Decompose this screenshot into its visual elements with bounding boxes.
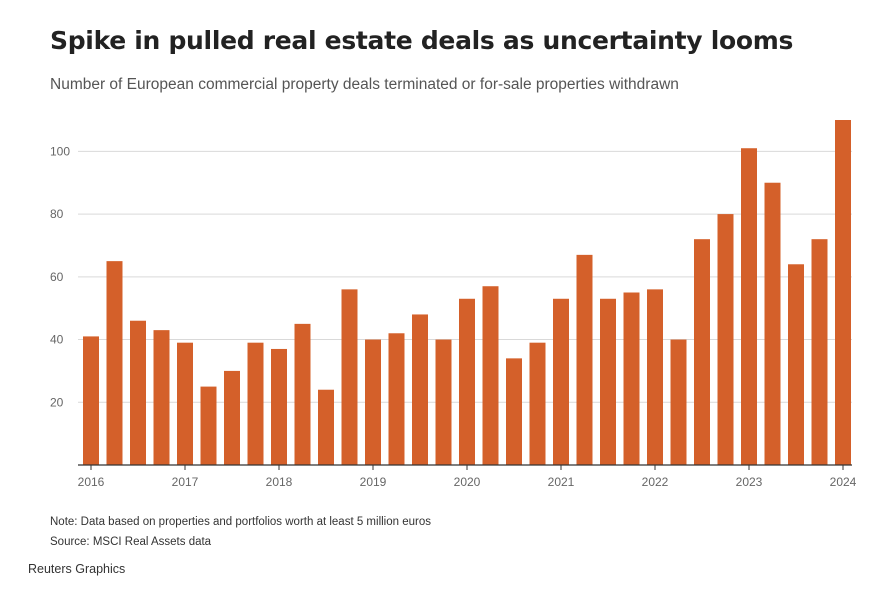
y-axis-ticks: 20 40 60 80 100: [50, 144, 70, 409]
y-tick-label: 20: [50, 395, 64, 409]
bar: [741, 148, 757, 465]
y-tick-label: 80: [50, 207, 64, 221]
bar: [177, 342, 193, 465]
bar: [294, 323, 311, 465]
x-tick-label: 2024: [830, 475, 857, 489]
bar: [106, 261, 123, 465]
x-tick-label: 2019: [360, 475, 387, 489]
bar-chart: 20 40 60 80 100 2016 2017 2018 2019 2020 2021 2022…: [50, 120, 857, 489]
x-tick-label: 2017: [172, 475, 199, 489]
bar: [200, 386, 217, 465]
bar: [224, 370, 240, 465]
bar: [412, 314, 428, 465]
credit-label: Reuters Graphics: [28, 562, 126, 576]
bar: [482, 286, 499, 465]
bar: [811, 239, 828, 465]
bar: [670, 339, 687, 465]
chart-title: Spike in pulled real estate deals as unc…: [50, 26, 794, 55]
bar: [576, 254, 593, 465]
chart-note: Note: Data based on properties and portf…: [50, 516, 431, 528]
x-tick-label: 2022: [642, 475, 669, 489]
x-tick-label: 2016: [78, 475, 105, 489]
bar: [788, 264, 804, 465]
bar: [365, 339, 381, 465]
bar: [647, 289, 663, 465]
bar: [388, 333, 405, 465]
bar: [600, 298, 616, 465]
bar: [764, 182, 781, 465]
bar: [553, 298, 569, 465]
chart-source: Source: MSCI Real Assets data: [50, 536, 212, 548]
x-tick-label: 2021: [548, 475, 575, 489]
y-tick-label: 60: [50, 270, 64, 284]
bar: [247, 342, 264, 465]
x-axis-ticks: 2016 2017 2018 2019 2020 2021 2022 2023 2024: [78, 465, 857, 489]
bar: [271, 348, 287, 465]
bar: [506, 358, 522, 465]
bar: [83, 336, 99, 465]
x-tick-label: 2020: [454, 475, 481, 489]
bars: [83, 120, 851, 465]
bar: [435, 339, 452, 465]
bar: [459, 298, 475, 465]
bar: [153, 330, 170, 465]
bar: [717, 214, 734, 465]
bar: [623, 292, 640, 465]
bar: [318, 389, 334, 465]
x-tick-label: 2023: [736, 475, 763, 489]
y-tick-label: 40: [50, 333, 64, 347]
chart-subtitle: Number of European commercial property d…: [50, 76, 679, 93]
bar: [130, 320, 146, 465]
bar: [835, 120, 851, 465]
x-tick-label: 2018: [266, 475, 293, 489]
bar: [694, 239, 710, 465]
bar: [529, 342, 546, 465]
y-tick-label: 100: [50, 144, 70, 158]
bar: [341, 289, 358, 465]
